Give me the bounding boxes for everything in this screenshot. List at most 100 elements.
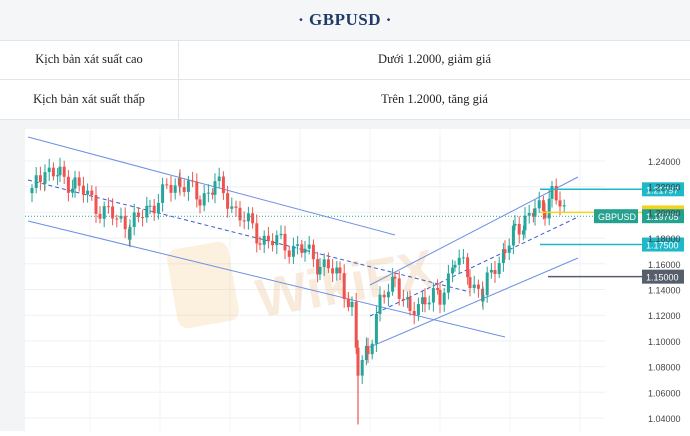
candle-body xyxy=(406,297,410,300)
grid xyxy=(25,129,605,431)
candle-body xyxy=(485,272,489,296)
candle-body xyxy=(279,233,283,236)
candle-body xyxy=(393,276,397,279)
candle-body xyxy=(111,206,115,219)
candle-body xyxy=(81,185,85,195)
candle-body xyxy=(213,181,217,195)
level-tag xyxy=(642,209,684,224)
candle-body xyxy=(338,267,342,274)
candle-body xyxy=(547,198,551,219)
candle-body xyxy=(558,200,562,207)
candle-body xyxy=(191,180,195,182)
candle-body xyxy=(102,206,106,219)
symbol-tag xyxy=(594,209,638,224)
chart-svg[interactable]: WikiFX 1.217971.20000GBPUSD1.197051.1750… xyxy=(0,106,690,431)
channel-line xyxy=(27,136,396,236)
candle-body xyxy=(423,297,427,305)
candle-body xyxy=(106,206,110,208)
scenario-value-low: Trên 1.2000, tăng giá xyxy=(381,92,488,106)
candle-body xyxy=(221,176,225,194)
candle-body xyxy=(543,210,547,219)
candle-body xyxy=(307,244,311,249)
candle-body xyxy=(195,181,199,200)
channel-line xyxy=(369,176,579,286)
y-tick-label: 1.14000 xyxy=(648,286,681,296)
candle-body xyxy=(541,200,545,211)
y-tick-label: 1.04000 xyxy=(648,414,681,424)
candle-body xyxy=(230,206,234,209)
level-label: 1.15000 xyxy=(646,273,679,283)
candle-body xyxy=(391,276,395,292)
candle-body xyxy=(350,301,354,308)
page-title: · GBPUSD · xyxy=(298,10,392,29)
candle-body xyxy=(51,167,55,177)
divider xyxy=(0,120,690,125)
candle-body xyxy=(562,205,566,207)
candle-body xyxy=(132,212,136,227)
candle-body xyxy=(58,166,62,176)
candle-body xyxy=(165,184,169,186)
y-tick-label: 1.08000 xyxy=(648,363,681,373)
candle-body xyxy=(374,313,378,344)
candle-body xyxy=(141,217,145,219)
candle-body xyxy=(364,345,368,361)
candle-body xyxy=(148,205,152,207)
candle-body xyxy=(451,267,455,274)
y-tick-label: 1.18000 xyxy=(648,234,681,244)
page-header: · GBPUSD · xyxy=(0,0,690,41)
candle-body xyxy=(550,186,554,199)
level-tag xyxy=(642,237,684,252)
table-row: Kịch bản xát suất thấp Trên 1.2000, tăng… xyxy=(0,80,690,120)
level-tag xyxy=(642,182,684,197)
candle-body xyxy=(136,212,140,218)
candle-body xyxy=(370,343,374,355)
candle-body xyxy=(453,264,457,268)
y-tick-label: 1.24000 xyxy=(648,157,681,167)
candle-body xyxy=(531,212,535,217)
level-tag xyxy=(642,269,684,284)
candle-body xyxy=(211,192,215,195)
candle-body xyxy=(234,206,238,208)
scenario-label-low: Kịch bản xát suất thấp xyxy=(0,80,179,119)
candle-body xyxy=(246,213,250,222)
candle-body xyxy=(346,298,350,308)
candle-body xyxy=(38,175,42,183)
channel-line xyxy=(27,220,506,338)
candle-body xyxy=(169,185,173,193)
candle-body xyxy=(311,244,315,260)
candle-body xyxy=(322,259,326,267)
candle-body xyxy=(457,257,461,265)
y-tick-label: 1.10000 xyxy=(648,337,681,347)
candle-body xyxy=(291,245,295,257)
candle-body xyxy=(401,298,405,300)
candle-body xyxy=(283,233,287,251)
plot-area xyxy=(25,129,605,431)
candle-body xyxy=(255,223,259,244)
candle-body xyxy=(77,177,81,186)
symbol-tag-label: GBPUSD xyxy=(598,212,637,222)
candle-body xyxy=(198,199,202,206)
candle-body xyxy=(251,213,255,224)
candle-body xyxy=(300,244,304,253)
candle-body xyxy=(56,175,60,177)
candle-body xyxy=(30,187,34,194)
candle-body xyxy=(226,193,230,209)
candle-body xyxy=(86,190,90,195)
scenario-value-high: Dưới 1.2000, giảm giá xyxy=(377,52,492,66)
candle-body xyxy=(326,259,330,269)
candle-body xyxy=(217,176,221,182)
candle-body xyxy=(262,235,266,245)
y-tick-label: 1.22000 xyxy=(648,183,681,193)
candle-body xyxy=(90,190,94,196)
table-row: Kịch bản xát suất cao Dưới 1.2000, giảm … xyxy=(0,40,690,80)
price-chart[interactable]: WikiFX 1.217971.20000GBPUSD1.197051.1750… xyxy=(0,106,690,431)
candle-body xyxy=(537,200,541,209)
candle-body xyxy=(156,202,160,214)
candle-body xyxy=(62,166,66,177)
candle-body xyxy=(513,223,517,226)
candle-body xyxy=(342,273,346,299)
candle-body xyxy=(34,175,38,188)
candle-body xyxy=(382,294,386,298)
candle-body xyxy=(66,176,70,193)
candle-body xyxy=(182,187,186,192)
